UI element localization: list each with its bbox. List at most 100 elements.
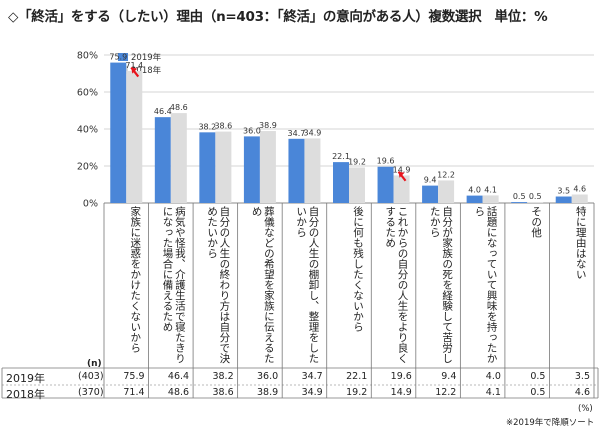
value-label-2019: 9.4	[424, 176, 437, 185]
table-cell: 14.9	[390, 387, 412, 398]
bar-2019	[466, 195, 483, 203]
bar-2018	[259, 131, 276, 203]
category-label: 自分が家族の死を経験して苦労したから	[428, 206, 454, 364]
red-arrow-head	[131, 67, 138, 74]
value-label-2019: 46.4	[154, 107, 172, 116]
y-tick-label: 80%	[77, 51, 98, 62]
bar-2018	[527, 202, 544, 203]
bar-2019	[110, 62, 127, 204]
bar-2019	[199, 132, 216, 203]
category-label: 葬儀などの希望を家族に伝えるため	[250, 206, 275, 364]
bar-2019	[154, 117, 171, 203]
table-cell: 34.7	[301, 371, 323, 382]
bar-2018	[126, 70, 143, 203]
bar-2018	[393, 175, 410, 203]
legend-label: 2018年	[131, 65, 162, 76]
bar-2018	[170, 113, 187, 203]
table-cell: 4.6	[574, 387, 590, 398]
red-arrow-head	[398, 171, 405, 178]
bar-2019	[333, 162, 349, 203]
table-cell: 38.2	[212, 371, 234, 382]
bar-2019	[243, 136, 260, 203]
value-label-2019: 75.9	[109, 53, 127, 62]
value-label-2018: 71.4	[125, 61, 143, 70]
value-label-2018: 34.9	[304, 128, 322, 137]
value-label-2018: 19.2	[348, 157, 366, 166]
category-label: 自分の人生の棚卸し、整理をしたいから	[295, 206, 320, 364]
table-cell: 38.6	[212, 387, 234, 398]
table-cell: 19.6	[390, 371, 412, 382]
value-label-2019: 19.6	[377, 157, 395, 166]
bar-2018	[349, 167, 365, 203]
bar-2019	[288, 138, 305, 203]
category-label: その他	[530, 206, 543, 238]
category-label: 自分の人生の終わり方は自分で決めたいから	[206, 206, 231, 364]
table-cell: 38.9	[257, 387, 279, 398]
table-row-label: 2018年	[6, 388, 45, 401]
n-column-header: (n)	[87, 359, 102, 369]
table-cell: 46.4	[167, 371, 190, 382]
y-tick-label: 0%	[83, 199, 98, 210]
y-tick-label: 40%	[77, 125, 98, 136]
value-label-2018: 38.6	[214, 122, 232, 131]
category-label: 後に何も残したくないから	[352, 206, 364, 332]
bar-2019	[422, 185, 439, 203]
table-cell: 19.2	[346, 387, 368, 398]
value-label-2019: 34.7	[288, 129, 306, 138]
y-tick-label: 60%	[77, 88, 98, 99]
table-cell: 4.0	[485, 371, 501, 382]
table-cell: 34.9	[301, 387, 323, 398]
value-label-2019: 0.5	[513, 192, 526, 201]
table-cell: 36.0	[257, 371, 279, 382]
value-label-2018: 14.9	[393, 165, 411, 174]
table-row-label: 2019年	[6, 372, 45, 385]
table-cell: 12.2	[435, 387, 457, 398]
value-label-2019: 36.0	[243, 126, 261, 135]
bar-2018	[304, 138, 321, 203]
category-label: これからの自分の人生をより良くするため	[384, 206, 409, 364]
table-cell: 9.4	[441, 371, 457, 382]
bar-2019	[511, 202, 528, 203]
table-cell: 3.5	[574, 371, 590, 382]
value-label-2018: 38.9	[259, 121, 277, 130]
category-label: 特に理由はない	[574, 206, 587, 280]
value-label-2019: 38.2	[198, 122, 216, 131]
chart-title: ◇「終活」をする（したい）理由（n=403：「終活」の意向がある人）複数選択 単…	[8, 9, 548, 25]
data-table-lines	[1, 203, 599, 399]
table-cell: 22.1	[346, 371, 368, 382]
y-tick-label: 20%	[77, 162, 98, 173]
unit-label: (%)	[578, 404, 593, 414]
value-label-2018: 4.1	[484, 185, 497, 194]
bar-2018	[571, 194, 588, 203]
bar-2019	[377, 166, 394, 203]
table-cell: 0.5	[530, 371, 546, 382]
value-label-2018: 4.6	[573, 184, 586, 193]
table-cell: 71.4	[123, 387, 145, 398]
bar-2018	[215, 131, 232, 203]
table-cell: 4.1	[485, 387, 501, 398]
table-row-n: (403)	[78, 371, 104, 382]
value-label-2019: 22.1	[332, 152, 350, 161]
highlight-arrows	[130, 66, 407, 182]
value-label-2019: 3.5	[557, 187, 570, 196]
y-axis: 0% 20% 40% 60% 80%	[77, 51, 98, 210]
value-label-2019: 4.0	[468, 186, 481, 195]
bar-series	[110, 62, 588, 204]
bar-2018	[438, 180, 455, 203]
value-label-2018: 12.2	[437, 170, 455, 179]
category-label: 病気や怪我、介護生活で寝たきりになった場合に備えるため	[161, 206, 186, 364]
value-labels: 75.971.4 46.448.6 38.238.6 36.038.9 34.734.9…	[109, 53, 586, 201]
table-cell: 0.5	[530, 387, 546, 398]
value-label-2018: 48.6	[170, 103, 188, 112]
category-label: 家族に迷惑をかけたくないから	[129, 206, 142, 353]
legend-label: 2019年	[131, 52, 162, 63]
sort-note: ※2019年で降順ソート	[506, 418, 595, 428]
value-label-2018: 0.5	[529, 192, 542, 201]
bar-2018	[482, 195, 499, 203]
category-label: 話題になっていて興味を持ったから	[473, 206, 498, 364]
table-cell: 75.9	[123, 371, 145, 382]
table-row-n: (370)	[78, 387, 104, 398]
table-cell: 48.6	[167, 387, 190, 398]
legend-swatch	[118, 53, 128, 61]
